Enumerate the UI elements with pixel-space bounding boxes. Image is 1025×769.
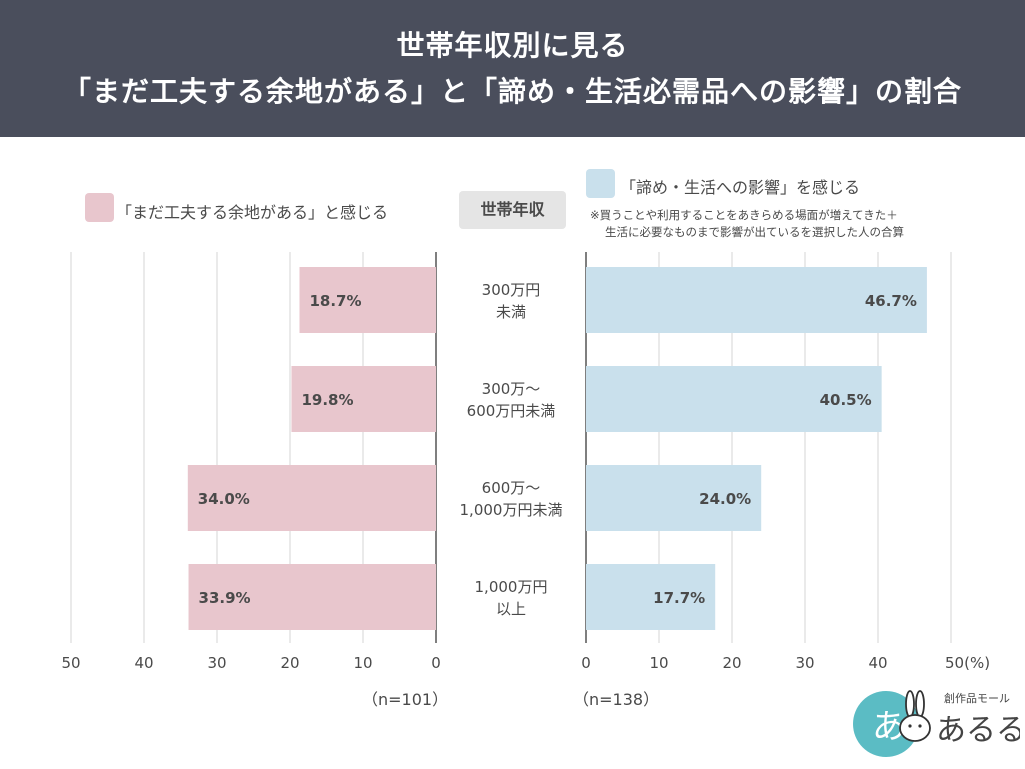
- left-bar-value-label: 33.9%: [199, 589, 251, 607]
- right-tick-label: 40: [868, 654, 887, 672]
- legend-note-line2: 生活に必要なものまで影響が出ているを選択した人の合算: [605, 225, 904, 239]
- left-bar-value-label: 34.0%: [198, 490, 250, 508]
- chart-title-line2: 「まだ工夫する余地がある」と「諦め・生活必需品への影響」の割合: [62, 75, 962, 108]
- left-tick-label: 30: [207, 654, 226, 672]
- svg-text:あるる: あるる: [936, 713, 1020, 748]
- right-bar: [586, 465, 762, 531]
- category-label: 以上: [496, 600, 526, 618]
- legend-right-swatch: [586, 169, 615, 198]
- category-label: 1,000万円未満: [460, 501, 563, 519]
- category-label: 600万〜: [482, 479, 541, 497]
- right-bar-value-label: 24.0%: [699, 490, 751, 508]
- right-bar: [586, 564, 716, 630]
- right-tick-label: 50(%): [945, 654, 990, 672]
- left-bar-value-label: 19.8%: [301, 391, 353, 409]
- right-tick-label: 20: [722, 654, 741, 672]
- right-bar: [586, 366, 882, 432]
- svg-text:創作品モール: 創作品モール: [944, 691, 1010, 705]
- category-label: 300万〜: [482, 380, 541, 398]
- rabbit-icon: [899, 690, 931, 742]
- center-axis-title: 世帯年収: [459, 191, 566, 229]
- legend-note-line1: ※買うことや利用することをあきらめる場面が増えてきた＋: [590, 208, 898, 222]
- legend-left-label: 「まだ工夫する余地がある」と感じる: [116, 203, 389, 222]
- category-label: 1,000万円: [475, 578, 548, 596]
- right-bar-value-label: 17.7%: [653, 589, 705, 607]
- left-bar: [299, 267, 436, 333]
- left-tick-label: 50: [61, 654, 80, 672]
- legend-right-label: 「諦め・生活への影響」を感じる: [620, 178, 861, 197]
- left-bar-value-label: 18.7%: [309, 292, 361, 310]
- left-tick-label: 10: [353, 654, 372, 672]
- right-bar: [586, 267, 927, 333]
- legend-left-swatch: [85, 193, 114, 222]
- category-label: 300万円: [482, 281, 541, 299]
- brand-logo: あ 創作品モール あるる: [850, 682, 1025, 762]
- category-label: 未満: [496, 303, 526, 321]
- right-tick-label: 30: [795, 654, 814, 672]
- right-bar-value-label: 46.7%: [865, 292, 917, 310]
- left-tick-label: 40: [134, 654, 153, 672]
- left-sample-size: （n=101）: [362, 690, 449, 709]
- left-bar: [188, 564, 436, 630]
- right-bar-value-label: 40.5%: [820, 391, 872, 409]
- right-tick-label: 10: [649, 654, 668, 672]
- right-tick-label: 0: [581, 654, 591, 672]
- left-bar: [291, 366, 436, 432]
- right-sample-size: （n=138）: [573, 690, 660, 709]
- left-tick-label: 0: [431, 654, 441, 672]
- left-tick-label: 20: [280, 654, 299, 672]
- title-banner: 世帯年収別に見る 「まだ工夫する余地がある」と「諦め・生活必需品への影響」の割合: [0, 0, 1025, 137]
- chart-title-line1: 世帯年収別に見る: [396, 29, 629, 62]
- left-bar: [187, 465, 436, 531]
- category-label: 600万円未満: [467, 402, 556, 420]
